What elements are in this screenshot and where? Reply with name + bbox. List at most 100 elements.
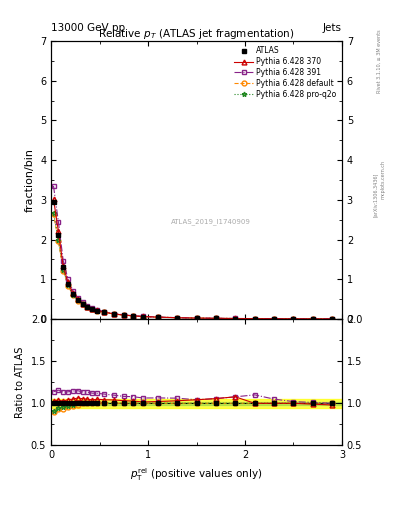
Pythia 6.428 370 [252, 315, 257, 322]
Pythia 6.428 391 [85, 303, 90, 309]
Pythia 6.428 default [194, 315, 199, 321]
Pythia 6.428 370 [272, 316, 276, 322]
Pythia 6.428 391 [310, 316, 315, 322]
X-axis label: $p_{\mathrm{T}}^{\mathrm{rel}}$ (positive values only): $p_{\mathrm{T}}^{\mathrm{rel}}$ (positiv… [130, 466, 263, 483]
Pythia 6.428 pro-q2o [141, 313, 145, 319]
Pythia 6.428 pro-q2o [56, 237, 61, 243]
Text: mcplots.cern.ch: mcplots.cern.ch [381, 160, 386, 199]
Pythia 6.428 default [61, 267, 66, 273]
Pythia 6.428 391 [80, 300, 85, 306]
Pythia 6.428 370 [75, 296, 80, 302]
ATLAS [194, 315, 199, 321]
Pythia 6.428 pro-q2o [131, 313, 136, 319]
Pythia 6.428 370 [141, 313, 145, 319]
Pythia 6.428 default [252, 315, 257, 322]
Pythia 6.428 default [141, 313, 145, 319]
Pythia 6.428 370 [291, 316, 296, 322]
ATLAS [56, 232, 61, 238]
Pythia 6.428 370 [155, 314, 160, 320]
Pythia 6.428 pro-q2o [66, 282, 70, 288]
Pythia 6.428 370 [131, 313, 136, 319]
Pythia 6.428 391 [291, 316, 296, 322]
ATLAS [102, 309, 107, 315]
Pythia 6.428 391 [330, 316, 334, 322]
ATLAS [51, 199, 56, 205]
ATLAS [175, 315, 180, 321]
Pythia 6.428 pro-q2o [51, 209, 56, 216]
ATLAS [141, 313, 145, 319]
Pythia 6.428 391 [66, 276, 70, 283]
Pythia 6.428 391 [213, 315, 218, 322]
Pythia 6.428 370 [102, 309, 107, 315]
Pythia 6.428 default [121, 312, 126, 318]
Pythia 6.428 391 [61, 258, 66, 264]
Line: Pythia 6.428 default: Pythia 6.428 default [51, 211, 335, 322]
Pythia 6.428 391 [102, 309, 107, 315]
Line: Pythia 6.428 370: Pythia 6.428 370 [51, 197, 335, 322]
Pythia 6.428 default [66, 283, 70, 289]
Pythia 6.428 370 [112, 311, 116, 317]
Pythia 6.428 370 [56, 228, 61, 234]
Pythia 6.428 391 [56, 219, 61, 225]
Pythia 6.428 default [85, 304, 90, 310]
ATLAS [155, 314, 160, 320]
Pythia 6.428 391 [194, 315, 199, 321]
Pythia 6.428 391 [90, 305, 95, 311]
Pythia 6.428 391 [75, 294, 80, 301]
Pythia 6.428 391 [131, 313, 136, 319]
Bar [51, 399, 342, 408]
Pythia 6.428 pro-q2o [233, 315, 238, 322]
Pythia 6.428 370 [194, 315, 199, 321]
Pythia 6.428 370 [121, 312, 126, 318]
Pythia 6.428 pro-q2o [252, 315, 257, 322]
ATLAS [131, 313, 136, 319]
Pythia 6.428 370 [233, 315, 238, 322]
Pythia 6.428 370 [71, 290, 75, 296]
Pythia 6.428 pro-q2o [61, 267, 66, 273]
Pythia 6.428 default [272, 316, 276, 322]
ATLAS [291, 316, 296, 322]
Pythia 6.428 391 [252, 315, 257, 322]
Legend: ATLAS, Pythia 6.428 370, Pythia 6.428 391, Pythia 6.428 default, Pythia 6.428 pr: ATLAS, Pythia 6.428 370, Pythia 6.428 39… [233, 45, 338, 100]
Text: 13000 GeV pp: 13000 GeV pp [51, 23, 125, 33]
Pythia 6.428 pro-q2o [102, 309, 107, 315]
Pythia 6.428 pro-q2o [194, 315, 199, 321]
Pythia 6.428 370 [90, 306, 95, 312]
Line: Pythia 6.428 pro-q2o: Pythia 6.428 pro-q2o [51, 210, 335, 322]
Pythia 6.428 391 [155, 314, 160, 320]
Pythia 6.428 pro-q2o [85, 304, 90, 310]
Pythia 6.428 default [51, 211, 56, 217]
Pythia 6.428 370 [310, 316, 315, 322]
Pythia 6.428 pro-q2o [272, 316, 276, 322]
Pythia 6.428 default [56, 238, 61, 244]
ATLAS [272, 316, 276, 322]
Pythia 6.428 pro-q2o [95, 308, 99, 314]
Pythia 6.428 default [131, 313, 136, 319]
Line: ATLAS: ATLAS [51, 199, 335, 322]
Pythia 6.428 391 [121, 312, 126, 318]
Pythia 6.428 pro-q2o [330, 316, 334, 322]
Pythia 6.428 default [310, 316, 315, 322]
ATLAS [80, 301, 85, 307]
Bar [51, 401, 342, 405]
Pythia 6.428 391 [272, 316, 276, 322]
Pythia 6.428 370 [51, 196, 56, 202]
Pythia 6.428 370 [95, 307, 99, 313]
Pythia 6.428 370 [213, 315, 218, 322]
Pythia 6.428 pro-q2o [71, 292, 75, 298]
Pythia 6.428 391 [95, 307, 99, 313]
Pythia 6.428 default [233, 315, 238, 322]
ATLAS [252, 315, 257, 322]
Title: Relative $p_T$ (ATLAS jet fragmentation): Relative $p_T$ (ATLAS jet fragmentation) [98, 27, 295, 41]
Pythia 6.428 391 [175, 314, 180, 321]
Pythia 6.428 default [95, 308, 99, 314]
Pythia 6.428 370 [330, 316, 334, 322]
Pythia 6.428 pro-q2o [121, 312, 126, 318]
Pythia 6.428 370 [85, 304, 90, 310]
Pythia 6.428 391 [112, 310, 116, 316]
Pythia 6.428 default [102, 309, 107, 315]
Pythia 6.428 pro-q2o [291, 316, 296, 322]
Pythia 6.428 370 [175, 314, 180, 321]
Pythia 6.428 default [80, 301, 85, 307]
Y-axis label: Ratio to ATLAS: Ratio to ATLAS [15, 347, 25, 418]
